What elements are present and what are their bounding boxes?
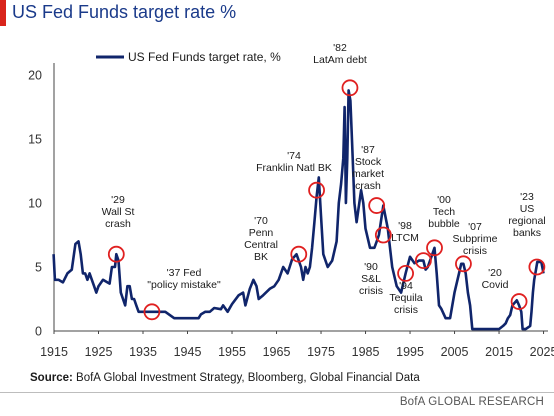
annotation-label-line: LatAm debt <box>313 54 367 66</box>
annotation-label: '70 Penn Central BK <box>244 215 278 263</box>
x-tick-label: 1955 <box>218 345 246 359</box>
event-markers <box>107 79 546 321</box>
footer-brand: BofA GLOBAL RESEARCH <box>399 396 544 408</box>
source-text: BofA Global Investment Strategy, Bloombe… <box>76 372 420 384</box>
annotation-label-line: '00 <box>437 194 451 206</box>
annotation-label-line: crash <box>355 180 381 192</box>
x-tick-label: 1995 <box>396 345 424 359</box>
annotation-label: '20 Covid <box>482 267 509 291</box>
annotation-label-line: '23 <box>520 191 534 203</box>
annotation-label: '23 US regional banks <box>508 191 545 239</box>
event-marker-circle <box>107 245 125 263</box>
annotation-label-line: bubble <box>428 218 460 230</box>
source-note: Source: BofA Global Investment Strategy,… <box>30 372 420 384</box>
annotation-label-line: '82 <box>333 42 347 54</box>
y-tick-label: 15 <box>28 133 42 147</box>
annotation-label-line: '20 <box>488 267 502 279</box>
annotation-label: '98 LTCM <box>391 220 419 244</box>
annotation-label: '87 Stock market crash <box>352 144 384 192</box>
legend-label: US Fed Funds target rate, % <box>128 50 281 64</box>
chart-title: US Fed Funds target rate % <box>12 2 237 22</box>
annotation-labels: '29 Wall St crash'37 Fed "policy mistake"'7… <box>102 42 546 316</box>
annotation-label-line: '90 <box>364 261 378 273</box>
footer-divider <box>0 392 554 393</box>
annotation-label: '74 Franklin Natl BK <box>256 150 332 174</box>
event-marker-circle <box>308 181 325 199</box>
annotation-label-line: '37 Fed <box>167 267 202 279</box>
annotation-label-line: Stock <box>355 156 382 168</box>
annotation-label-line: Penn <box>249 227 274 239</box>
x-tick-label: 1935 <box>129 345 157 359</box>
x-tick-label: 1945 <box>174 345 202 359</box>
event-marker-circle <box>414 252 432 270</box>
annotation-label: '07 Subprime crisis <box>453 221 498 257</box>
annotation-label-line: Wall St <box>102 206 135 218</box>
y-tick-label: 20 <box>28 69 42 83</box>
annotation-label-line: '07 <box>468 221 482 233</box>
source-label: Source: <box>30 372 73 384</box>
event-marker-circle <box>374 226 392 244</box>
x-tick-label: 2025 <box>530 345 554 359</box>
event-marker-circle <box>455 255 472 273</box>
x-tick-label: 1925 <box>85 345 113 359</box>
annotation-label-line: Tequila <box>389 292 422 304</box>
event-marker-circle <box>143 303 161 321</box>
annotation-label: '94 Tequila crisis <box>389 280 422 316</box>
annotation-label-line: Subprime <box>453 233 498 245</box>
x-tick-label: 1985 <box>352 345 380 359</box>
annotation-label-line: '98 <box>398 220 412 232</box>
tick-labels: 1915 1925 1935 1945 1955 1965 1975 1985 1995 2005… <box>28 69 554 360</box>
annotation-label: '00 Tech bubble <box>428 194 460 230</box>
title-accent-bar <box>0 0 6 26</box>
y-tick-label: 10 <box>28 197 42 211</box>
annotation-label-line: banks <box>513 227 541 239</box>
annotation-label-line: regional <box>508 215 545 227</box>
x-tick-label: 1975 <box>307 345 335 359</box>
annotation-label-line: BK <box>254 251 268 263</box>
annotation-label-line: '94 <box>399 280 413 292</box>
annotation-label-line: market <box>352 168 384 180</box>
event-marker-circle <box>426 239 443 257</box>
chart-area: 1915 1925 1935 1945 1955 1965 1975 1985 1995 2005… <box>28 42 554 360</box>
event-marker-circle <box>528 258 546 276</box>
annotation-label: '90 S&L crisis <box>359 261 383 297</box>
axes <box>53 63 548 334</box>
annotation-label-line: '87 <box>361 144 375 156</box>
event-marker-circle <box>341 79 359 97</box>
annotation-label-line: Tech <box>433 206 455 218</box>
annotation-label-line: '74 <box>287 150 301 162</box>
legend: US Fed Funds target rate, % <box>96 50 281 64</box>
x-tick-label: 1915 <box>40 345 68 359</box>
annotation-label-line: Central <box>244 239 278 251</box>
x-tick-label: 1965 <box>263 345 291 359</box>
event-marker-circle <box>397 264 414 282</box>
x-tick-label: 2005 <box>441 345 469 359</box>
annotation-label-line: "policy mistake" <box>147 279 221 291</box>
annotation-label: '29 Wall St crash <box>102 194 135 230</box>
y-tick-label: 0 <box>35 325 42 339</box>
event-marker-circle <box>368 197 386 214</box>
annotation-label-line: crisis <box>359 285 383 297</box>
annotation-label-line: '70 <box>254 215 268 227</box>
event-marker-circle <box>510 293 528 310</box>
annotation-label: '37 Fed "policy mistake" <box>147 267 221 291</box>
annotation-label-line: crash <box>105 218 131 230</box>
annotation-label: '82 LatAm debt <box>313 42 367 66</box>
y-tick-label: 5 <box>35 261 42 275</box>
annotation-label-line: crisis <box>463 245 487 257</box>
x-tick-label: 2015 <box>485 345 513 359</box>
event-marker-circle <box>290 245 308 263</box>
annotation-label-line: US <box>520 203 535 215</box>
annotation-label-line: S&L <box>361 273 381 285</box>
annotation-label-line: crisis <box>394 304 418 316</box>
annotation-label-line: LTCM <box>391 232 419 244</box>
annotation-label-line: '29 <box>111 194 125 206</box>
annotation-label-line: Franklin Natl BK <box>256 162 332 174</box>
annotation-label-line: Covid <box>482 279 509 291</box>
